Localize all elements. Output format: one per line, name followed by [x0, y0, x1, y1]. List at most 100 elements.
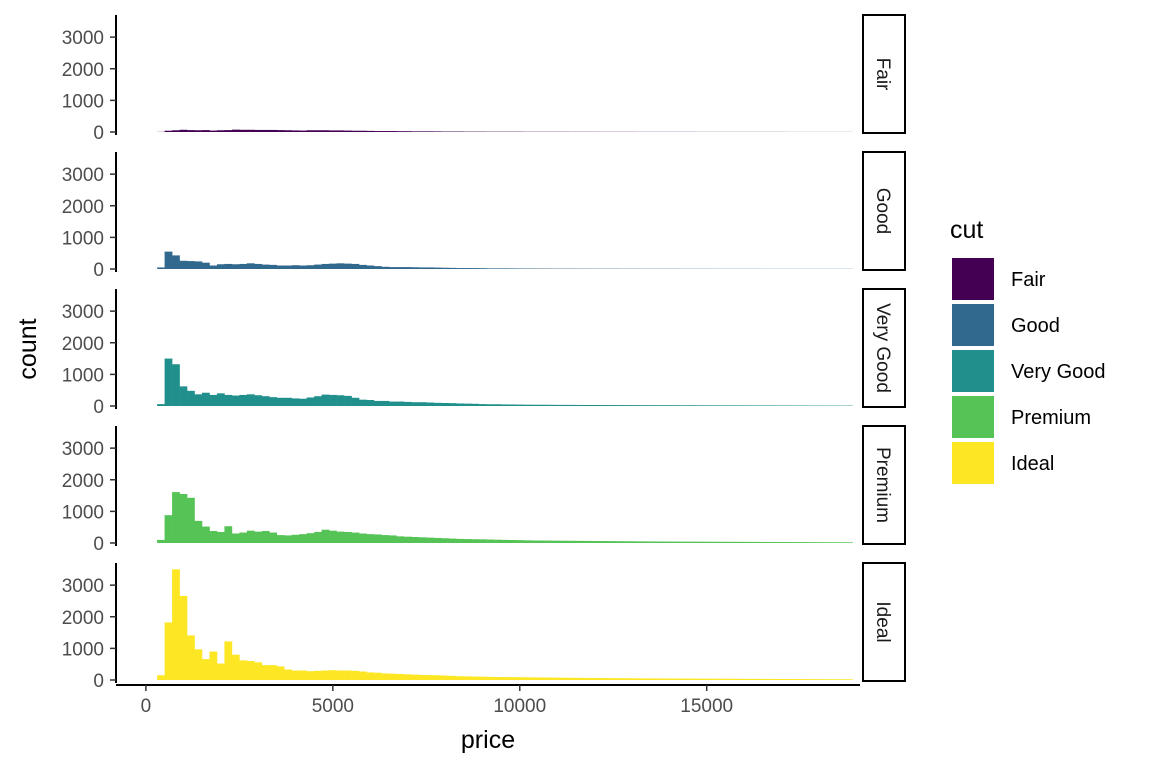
- histogram-bar: [359, 533, 367, 543]
- histogram-bar: [306, 397, 315, 406]
- histogram-bar: [545, 404, 554, 406]
- histogram-bar: [441, 675, 450, 680]
- histogram-bar: [209, 130, 218, 132]
- histogram-bar: [755, 541, 764, 543]
- histogram-bar: [366, 265, 375, 269]
- histogram-bar: [568, 404, 577, 406]
- histogram-bar: [673, 405, 681, 406]
- histogram-bar: [194, 520, 203, 543]
- histogram-bar: [493, 539, 502, 543]
- y-tick-label: 2000: [62, 334, 104, 355]
- histogram-bar: [336, 670, 345, 680]
- legend-item: Ideal: [952, 442, 1054, 484]
- histogram-bar: [373, 131, 382, 132]
- histogram-bar: [837, 542, 846, 543]
- histogram-bars: [157, 129, 853, 132]
- histogram-bar: [396, 401, 405, 406]
- facet-panels: 0 1000 2000 3000 Fair 0 1000 2000 3000 Good 0 1000 2…: [62, 14, 906, 692]
- histogram-bar: [299, 398, 307, 406]
- histogram-bar: [231, 654, 240, 680]
- histogram-bar: [426, 537, 435, 543]
- facet-panel: 0 1000 2000 3000 Premium: [62, 425, 906, 555]
- histogram-bar: [598, 678, 607, 680]
- facet-strip: [862, 562, 906, 682]
- histogram-bar: [710, 541, 719, 543]
- histogram-bar: [747, 678, 756, 680]
- histogram-bar: [740, 405, 749, 406]
- y-axis-title: count: [14, 318, 42, 379]
- histogram-bar: [418, 267, 427, 269]
- histogram-bar: [665, 405, 674, 406]
- histogram-bar: [187, 635, 195, 680]
- histogram-bar: [284, 669, 293, 680]
- histogram-bar: [463, 539, 472, 543]
- histogram-bar: [209, 394, 218, 406]
- histogram-bar: [725, 541, 734, 543]
- histogram-bar: [172, 569, 180, 680]
- histogram-bar: [261, 264, 270, 269]
- histogram-bar: [456, 403, 464, 406]
- histogram-bar: [388, 401, 397, 406]
- histogram-bar: [575, 404, 584, 406]
- histogram-bar: [284, 397, 293, 406]
- histogram-bar: [478, 268, 487, 269]
- histogram-bar: [560, 404, 569, 406]
- histogram-bar: [411, 402, 420, 406]
- histogram-bar: [291, 265, 300, 269]
- y-tick-label: 1000: [62, 502, 104, 523]
- histogram-bar: [545, 540, 554, 543]
- histogram-bar: [299, 130, 307, 132]
- histogram-bar: [695, 541, 704, 543]
- histogram-bar: [501, 404, 509, 406]
- histogram-bar: [650, 405, 659, 406]
- histogram-bar: [471, 268, 479, 269]
- histogram-bar: [613, 405, 622, 406]
- histogram-bar: [732, 405, 741, 406]
- histogram-bar: [224, 130, 233, 132]
- histogram-bar: [261, 530, 270, 543]
- histogram-bar: [471, 539, 479, 543]
- histogram-bar: [269, 532, 278, 543]
- histogram-bar: [269, 665, 278, 680]
- histogram-bar: [441, 538, 450, 543]
- histogram-bar: [605, 541, 614, 543]
- histogram-bar: [732, 678, 741, 680]
- histogram-bar: [785, 542, 794, 543]
- histogram-bar: [433, 537, 442, 543]
- histogram-bar: [269, 129, 278, 132]
- histogram-bar: [845, 542, 853, 543]
- histogram-bar: [598, 405, 607, 406]
- histogram-bar: [396, 536, 405, 543]
- histogram-bar: [837, 679, 846, 680]
- histogram-bar: [231, 129, 240, 132]
- histogram-bar: [658, 678, 666, 680]
- histogram-bar: [254, 263, 263, 269]
- legend-item: Very Good: [952, 350, 1106, 392]
- histogram-bar: [403, 131, 412, 132]
- histogram-bar: [605, 678, 614, 680]
- facet-strip-label: Premium: [872, 447, 893, 523]
- legend-title: cut: [950, 216, 983, 244]
- histogram-bar: [194, 130, 203, 132]
- y-tick-label: 0: [93, 671, 104, 692]
- histogram-bar: [620, 678, 629, 680]
- histogram-bar: [658, 541, 666, 543]
- histogram-bar: [216, 663, 225, 680]
- histogram-bar: [224, 641, 233, 680]
- histogram-bar: [344, 130, 352, 132]
- histogram-bars: [157, 251, 853, 269]
- histogram-bar: [747, 541, 756, 543]
- histogram-bar: [732, 541, 741, 543]
- histogram-bar: [830, 679, 838, 680]
- histogram-bar: [590, 404, 599, 406]
- y-tick-label: 1000: [62, 228, 104, 249]
- y-tick-label: 0: [93, 260, 104, 281]
- legend-key: [952, 258, 994, 300]
- histogram-bar: [336, 130, 345, 132]
- histogram-bar: [426, 131, 435, 132]
- legend-item: Premium: [952, 396, 1091, 438]
- histogram-bar: [785, 405, 794, 406]
- histogram-bar: [575, 677, 584, 680]
- histogram-bar: [770, 678, 779, 680]
